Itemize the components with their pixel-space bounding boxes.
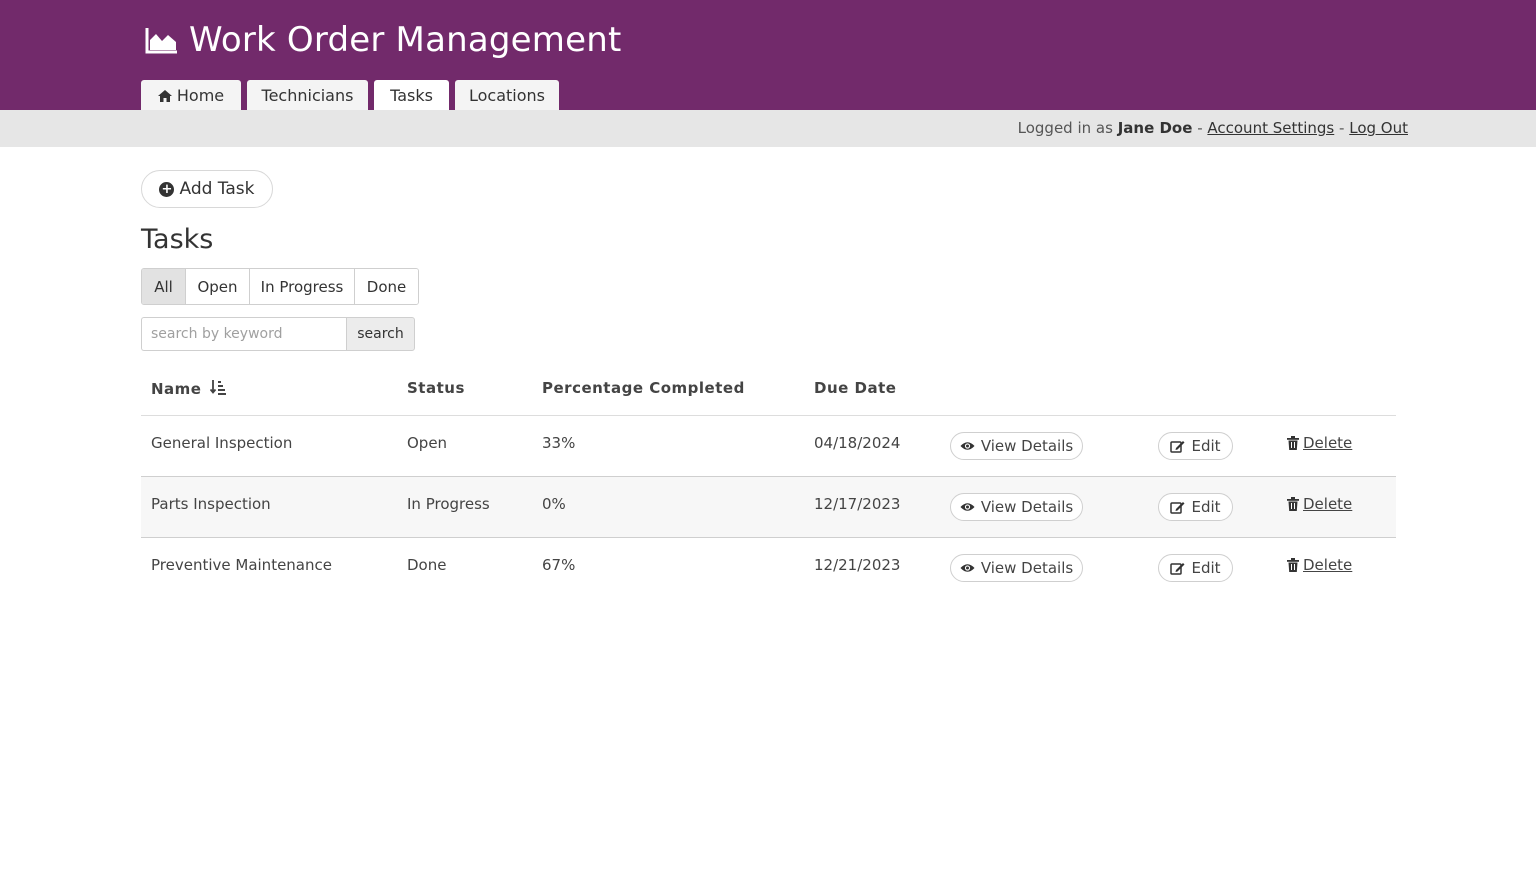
task-status: Done (407, 556, 447, 574)
delete-link[interactable]: Delete (1303, 556, 1353, 574)
tab-technicians-label: Technicians (261, 86, 354, 105)
status-filter-group: All Open In Progress Done (141, 268, 419, 305)
tab-tasks-label: Tasks (390, 86, 433, 105)
page-title: Tasks (141, 224, 214, 255)
brand[interactable]: Work Order Management (145, 18, 622, 62)
column-header-status[interactable]: Status (407, 379, 465, 397)
trash-icon (1287, 436, 1299, 450)
view-details-button[interactable]: View Details (950, 493, 1083, 521)
area-chart-icon (145, 28, 177, 54)
user-info: Logged in as Jane Doe - Account Settings… (1018, 119, 1408, 137)
search-bar: search (141, 317, 415, 351)
search-input[interactable] (141, 317, 346, 351)
view-details-button[interactable]: View Details (950, 432, 1083, 460)
delete-link[interactable]: Delete (1303, 495, 1353, 513)
edit-icon (1170, 441, 1185, 453)
table-row: Parts Inspection In Progress 0% 12/17/20… (141, 477, 1396, 538)
task-due-date: 04/18/2024 (814, 434, 901, 452)
table-header: Name Status Percentage Completed Due Dat… (141, 366, 1396, 416)
task-name: General Inspection (151, 434, 293, 452)
eye-icon (960, 442, 975, 450)
view-details-label: View Details (980, 498, 1074, 516)
task-due-date: 12/21/2023 (814, 556, 901, 574)
edit-button[interactable]: Edit (1158, 554, 1233, 582)
logged-in-prefix: Logged in as (1017, 119, 1113, 137)
filter-in-progress[interactable]: In Progress (250, 269, 355, 304)
task-percent: 33% (542, 434, 576, 452)
eye-icon (960, 503, 975, 511)
task-status: Open (407, 434, 448, 452)
column-header-name[interactable]: Name (151, 379, 227, 398)
app-title: Work Order Management (189, 20, 622, 60)
table-row: General Inspection Open 33% 04/18/2024 V… (141, 416, 1396, 477)
table-body: General Inspection Open 33% 04/18/2024 V… (141, 416, 1396, 599)
task-name: Parts Inspection (151, 495, 271, 513)
eye-icon (960, 564, 975, 572)
tab-home-label: Home (176, 86, 225, 105)
view-details-button[interactable]: View Details (950, 554, 1083, 582)
table-row: Preventive Maintenance Done 67% 12/21/20… (141, 538, 1396, 599)
edit-icon (1170, 502, 1185, 514)
view-details-label: View Details (980, 437, 1074, 455)
trash-icon (1287, 497, 1299, 511)
search-button[interactable]: search (346, 317, 415, 351)
main-nav: Home Technicians Tasks Locations (141, 80, 565, 111)
tab-locations-label: Locations (468, 86, 545, 105)
edit-label: Edit (1191, 559, 1221, 577)
tab-locations[interactable]: Locations (455, 80, 559, 111)
filter-done[interactable]: Done (355, 269, 418, 304)
sort-amount-icon[interactable] (210, 379, 227, 395)
trash-icon (1287, 558, 1299, 572)
delete-link[interactable]: Delete (1303, 434, 1353, 452)
tab-tasks[interactable]: Tasks (374, 80, 449, 111)
user-name: Jane Doe (1117, 119, 1193, 137)
edit-label: Edit (1191, 437, 1221, 455)
user-bar: Logged in as Jane Doe - Account Settings… (0, 110, 1536, 147)
add-task-button[interactable]: + Add Task (141, 170, 273, 208)
home-icon (157, 89, 172, 102)
app-header: Work Order Management Home Technicians T… (0, 0, 1536, 111)
add-task-label: Add Task (179, 179, 255, 199)
task-due-date: 12/17/2023 (814, 495, 901, 513)
view-details-label: View Details (980, 559, 1074, 577)
column-header-percent[interactable]: Percentage Completed (542, 379, 745, 397)
column-header-name-label: Name (151, 380, 202, 398)
account-settings-link[interactable]: Account Settings (1207, 119, 1335, 137)
edit-label: Edit (1191, 498, 1221, 516)
separator: - (1197, 119, 1203, 137)
separator: - (1339, 119, 1345, 137)
edit-button[interactable]: Edit (1158, 432, 1233, 460)
plus-circle-icon: + (159, 181, 175, 197)
tasks-table: Name Status Percentage Completed Due Dat… (141, 366, 1396, 599)
task-percent: 67% (542, 556, 576, 574)
tab-technicians[interactable]: Technicians (247, 80, 368, 111)
tab-home[interactable]: Home (141, 80, 241, 111)
task-name: Preventive Maintenance (151, 556, 332, 574)
log-out-link[interactable]: Log Out (1349, 119, 1408, 137)
column-header-due-date[interactable]: Due Date (814, 379, 897, 397)
task-status: In Progress (407, 495, 490, 513)
edit-icon (1170, 563, 1185, 575)
filter-all[interactable]: All (142, 269, 186, 304)
filter-open[interactable]: Open (186, 269, 250, 304)
task-percent: 0% (542, 495, 566, 513)
edit-button[interactable]: Edit (1158, 493, 1233, 521)
